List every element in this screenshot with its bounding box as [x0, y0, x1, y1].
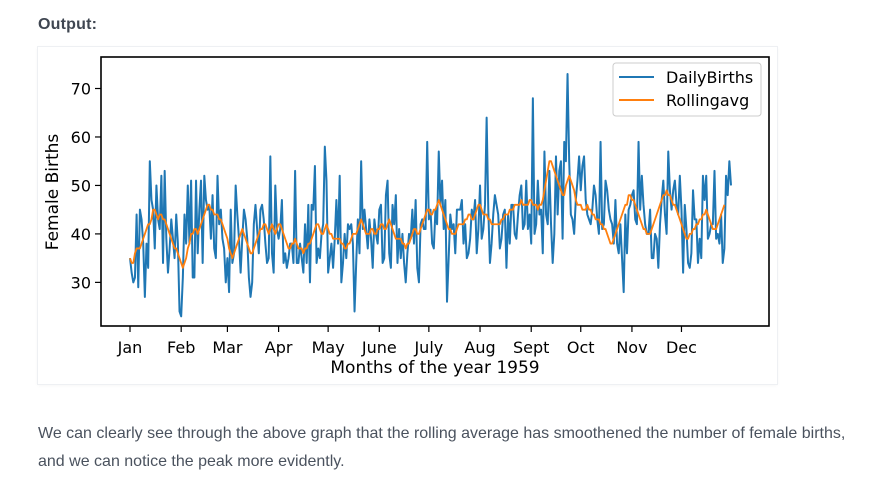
series-line-dailybirths [129, 72, 732, 318]
legend-label-dailybirths: DailyBirths [666, 68, 753, 87]
series-line-rollingavg [129, 160, 726, 269]
line-chart: 30 40 50 60 70 Jan Feb Mar Apr May June July Aug Sep… [43, 56, 770, 378]
x-tick-label: Nov [616, 338, 647, 357]
y-tick-label: 30 [71, 273, 91, 292]
y-tick-label: 60 [71, 128, 91, 147]
y-axis-label: Female Births [43, 134, 63, 251]
x-tick-label: Mar [212, 338, 243, 357]
legend-label-rollingavg: Rollingavg [666, 91, 749, 110]
caption-text: We can clearly see through the above gra… [38, 425, 846, 470]
x-tick-label: Feb [167, 338, 195, 357]
x-tick-label: Sept [513, 338, 549, 357]
plot-frame [100, 56, 770, 327]
x-tick-label: Apr [265, 338, 293, 357]
x-axis-label: Months of the year 1959 [330, 358, 539, 378]
y-tick-label: 70 [71, 80, 91, 99]
x-tick-label: May [312, 338, 345, 357]
y-tick-label: 40 [71, 225, 91, 244]
x-tick-label: July [413, 338, 443, 357]
x-tick-label: Jan [117, 338, 143, 357]
x-tick-label: Aug [464, 338, 495, 357]
x-tick-label: Oct [567, 338, 595, 357]
x-tick-label: June [361, 338, 397, 357]
y-tick-label: 50 [71, 176, 91, 195]
x-tick-label: Dec [666, 338, 697, 357]
output-label: Output: [38, 16, 98, 33]
legend: DailyBirths Rollingavg [612, 62, 762, 117]
chart-figure: 30 40 50 60 70 Jan Feb Mar Apr May June July Aug Sep… [38, 47, 777, 384]
